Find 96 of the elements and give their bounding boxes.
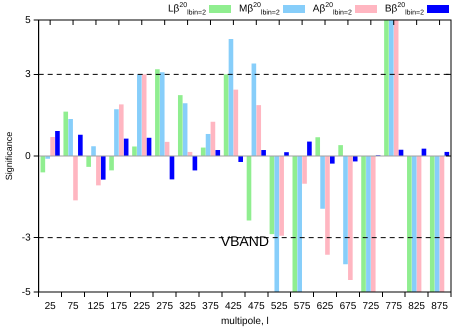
bar xyxy=(325,156,330,255)
bar xyxy=(146,138,152,156)
x-tick-label: 175 xyxy=(110,300,128,312)
bar xyxy=(412,156,417,292)
bar xyxy=(178,95,183,156)
bar xyxy=(50,136,55,156)
bar xyxy=(274,156,280,292)
bar xyxy=(164,142,170,156)
bar xyxy=(388,20,394,156)
bar xyxy=(366,156,371,292)
bar xyxy=(352,156,358,162)
bar xyxy=(142,74,147,156)
x-tick-label: 475 xyxy=(248,300,266,312)
bar xyxy=(238,156,244,162)
bar xyxy=(256,105,262,156)
bar xyxy=(430,156,435,292)
bar xyxy=(91,146,96,156)
bar xyxy=(279,156,284,236)
bar xyxy=(40,156,46,172)
bar xyxy=(68,119,73,156)
bar xyxy=(132,146,137,156)
x-tick-label: 625 xyxy=(316,300,334,312)
bar xyxy=(100,156,106,180)
bar xyxy=(137,74,142,156)
x-tick-label: 675 xyxy=(340,300,357,312)
bar xyxy=(200,148,206,156)
bar xyxy=(284,152,289,156)
bar xyxy=(384,20,389,156)
bar xyxy=(182,103,188,156)
bar xyxy=(206,134,210,156)
bar xyxy=(270,156,274,234)
bar xyxy=(315,137,320,156)
bar xyxy=(188,152,192,156)
x-tick-label: 775 xyxy=(385,300,403,312)
x-tick-label: 575 xyxy=(294,300,311,312)
x-tick-label: 325 xyxy=(179,300,196,312)
bar xyxy=(155,69,160,156)
bar xyxy=(170,156,174,180)
bar xyxy=(330,156,335,164)
x-tick-label: 875 xyxy=(431,300,448,312)
bar xyxy=(96,156,101,186)
bar xyxy=(343,156,348,264)
bar xyxy=(440,156,444,292)
bar xyxy=(394,20,398,156)
bar xyxy=(215,150,220,156)
bar xyxy=(246,156,252,220)
bar xyxy=(422,148,426,156)
y-axis-title: Significance xyxy=(4,132,14,180)
annotation: VBAND xyxy=(220,232,269,249)
bar xyxy=(234,90,238,156)
bar xyxy=(338,145,343,156)
bar xyxy=(398,150,404,156)
bar xyxy=(124,138,128,156)
x-tick-label: 75 xyxy=(67,300,80,312)
x-tick-label: 725 xyxy=(362,300,380,312)
bar xyxy=(297,156,302,292)
x-tick-label: 225 xyxy=(133,300,151,312)
bar xyxy=(361,156,366,292)
bar xyxy=(78,134,83,156)
bar xyxy=(210,122,216,156)
bar xyxy=(370,156,376,292)
x-tick-label: 125 xyxy=(88,300,105,312)
bar xyxy=(444,152,450,156)
x-axis-title: multipole, l xyxy=(220,316,269,327)
bar xyxy=(228,39,234,156)
bar xyxy=(252,64,256,156)
bar xyxy=(302,156,307,184)
bar xyxy=(224,74,228,156)
bar xyxy=(55,130,60,156)
x-tick-label: 425 xyxy=(225,300,242,312)
bar xyxy=(434,156,440,292)
bar xyxy=(86,156,91,167)
bar xyxy=(73,156,78,200)
x-tick-label: 275 xyxy=(156,300,174,312)
bar xyxy=(416,156,422,292)
bar xyxy=(63,112,68,156)
y-tick-label: 5 xyxy=(25,14,32,26)
y-tick-label: -5 xyxy=(22,286,32,298)
bar xyxy=(348,156,353,280)
x-tick-label: 25 xyxy=(44,300,56,312)
bar xyxy=(160,72,165,156)
x-tick-label: 525 xyxy=(270,300,288,312)
bar xyxy=(307,142,312,156)
bar xyxy=(292,156,298,292)
bar xyxy=(261,150,266,156)
y-tick-label: -3 xyxy=(22,232,32,244)
bar xyxy=(192,156,198,170)
bar xyxy=(320,156,325,209)
y-tick-label: 3 xyxy=(25,69,32,80)
bar xyxy=(109,156,114,170)
bar xyxy=(114,109,119,156)
y-tick-label: 0 xyxy=(25,150,32,162)
bar xyxy=(118,104,124,156)
bar xyxy=(407,156,412,292)
x-tick-label: 375 xyxy=(202,300,220,312)
x-tick-label: 825 xyxy=(408,300,426,312)
